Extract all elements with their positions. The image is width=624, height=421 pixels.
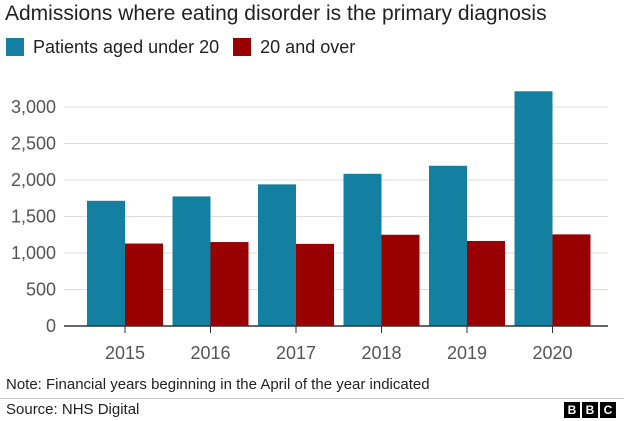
bar-under-20 xyxy=(172,196,211,326)
bar-chart: 0 500 1,000 1,500 2,000 2,500 3,000 2015 2016 201… xyxy=(11,91,608,363)
chart-title: Admissions where eating disorder is the … xyxy=(5,2,547,25)
footer-divider xyxy=(0,398,624,399)
axes: 0 500 1,000 1,500 2,000 2,500 3,000 2015 2016 201… xyxy=(11,97,608,363)
bbc-logo-letter: C xyxy=(600,402,616,418)
y-tick-label: 1,000 xyxy=(11,243,56,263)
y-tick-label: 1,500 xyxy=(11,207,56,227)
bar-under-20 xyxy=(514,91,553,327)
chart-note: Note: Financial years beginning in the A… xyxy=(6,376,430,393)
y-tick-label: 0 xyxy=(46,316,56,336)
x-tick-label: 2015 xyxy=(105,343,145,363)
bar-20-and-over xyxy=(381,234,420,326)
bar-20-and-over xyxy=(296,243,334,326)
y-tick-label: 2,500 xyxy=(11,134,56,154)
bar-20-and-over xyxy=(552,234,591,326)
x-tick-label: 2017 xyxy=(276,343,316,363)
y-tick-label: 500 xyxy=(26,280,56,300)
legend-item-20-and-over: 20 and over xyxy=(233,37,355,58)
x-tick-label: 2019 xyxy=(447,343,487,363)
bar-under-20 xyxy=(258,184,296,326)
bar-20-and-over xyxy=(210,242,249,326)
x-tick-label: 2018 xyxy=(361,343,401,363)
y-tick-label: 2,000 xyxy=(11,170,56,190)
bar-20-and-over xyxy=(467,240,505,326)
x-tick-label: 2016 xyxy=(190,343,230,363)
y-tick-label: 3,000 xyxy=(11,97,56,117)
bbc-logo-letter: B xyxy=(582,402,598,418)
legend-item-under-20: Patients aged under 20 xyxy=(6,37,219,58)
x-tick-label: 2020 xyxy=(532,343,572,363)
legend: Patients aged under 20 20 and over xyxy=(6,36,369,58)
bar-under-20 xyxy=(87,200,125,326)
bbc-logo: B B C xyxy=(562,402,616,418)
bar-under-20 xyxy=(429,165,467,326)
bars xyxy=(87,91,591,327)
bbc-logo-letter: B xyxy=(564,402,580,418)
source-label: Source: NHS Digital xyxy=(6,401,140,418)
legend-label-20-and-over: 20 and over xyxy=(260,36,356,57)
bar-under-20 xyxy=(343,173,382,326)
bar-20-and-over xyxy=(125,243,163,326)
legend-swatch-20-and-over xyxy=(233,38,252,56)
legend-swatch-under-20 xyxy=(6,38,24,56)
legend-label-under-20: Patients aged under 20 xyxy=(33,36,220,57)
